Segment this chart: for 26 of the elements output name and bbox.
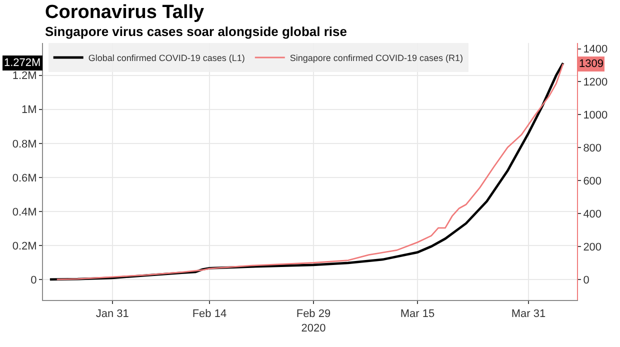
chart-title: Coronavirus Tally	[45, 2, 205, 23]
x-tick-label: Jan 31	[96, 308, 129, 320]
y-tick-label: 1M	[22, 104, 37, 116]
y-tick-label: 0.6M	[12, 172, 37, 184]
y2-tick-label: 1000	[583, 110, 608, 122]
legend-label: Singapore confirmed COVID-19 cases (R1)	[290, 53, 463, 64]
x-tick-label: Mar 31	[511, 308, 546, 320]
text: 1.272M	[4, 57, 41, 69]
y2-tick-label: 600	[583, 176, 602, 188]
y-tick-label: 0.4M	[12, 206, 37, 218]
legend-label: Global confirmed COVID-19 cases (L1)	[88, 53, 245, 64]
y-tick-label: 0.8M	[12, 138, 37, 150]
y2-tick-label: 1400	[583, 44, 608, 56]
chart-subtitle: Singapore virus cases soar alongside global rise	[45, 24, 348, 39]
x-tick-label: Mar 15	[400, 308, 435, 320]
y-tick-label: 1.2M	[12, 70, 37, 82]
y2-tick-label: 800	[583, 142, 602, 155]
x-tick-label: Feb 29 2020	[296, 308, 331, 334]
x-tick-label: Feb 14	[192, 308, 227, 320]
y-tick-label: 0.2M	[12, 240, 37, 252]
y2-tick-label: 200	[583, 241, 602, 254]
y2-tick-label: 1200	[583, 76, 608, 89]
y2-tick-label: 400	[583, 208, 602, 220]
text: 1309	[579, 58, 604, 70]
y-tick-label: 0	[30, 274, 37, 286]
y2-tick-label: 0	[583, 274, 590, 286]
